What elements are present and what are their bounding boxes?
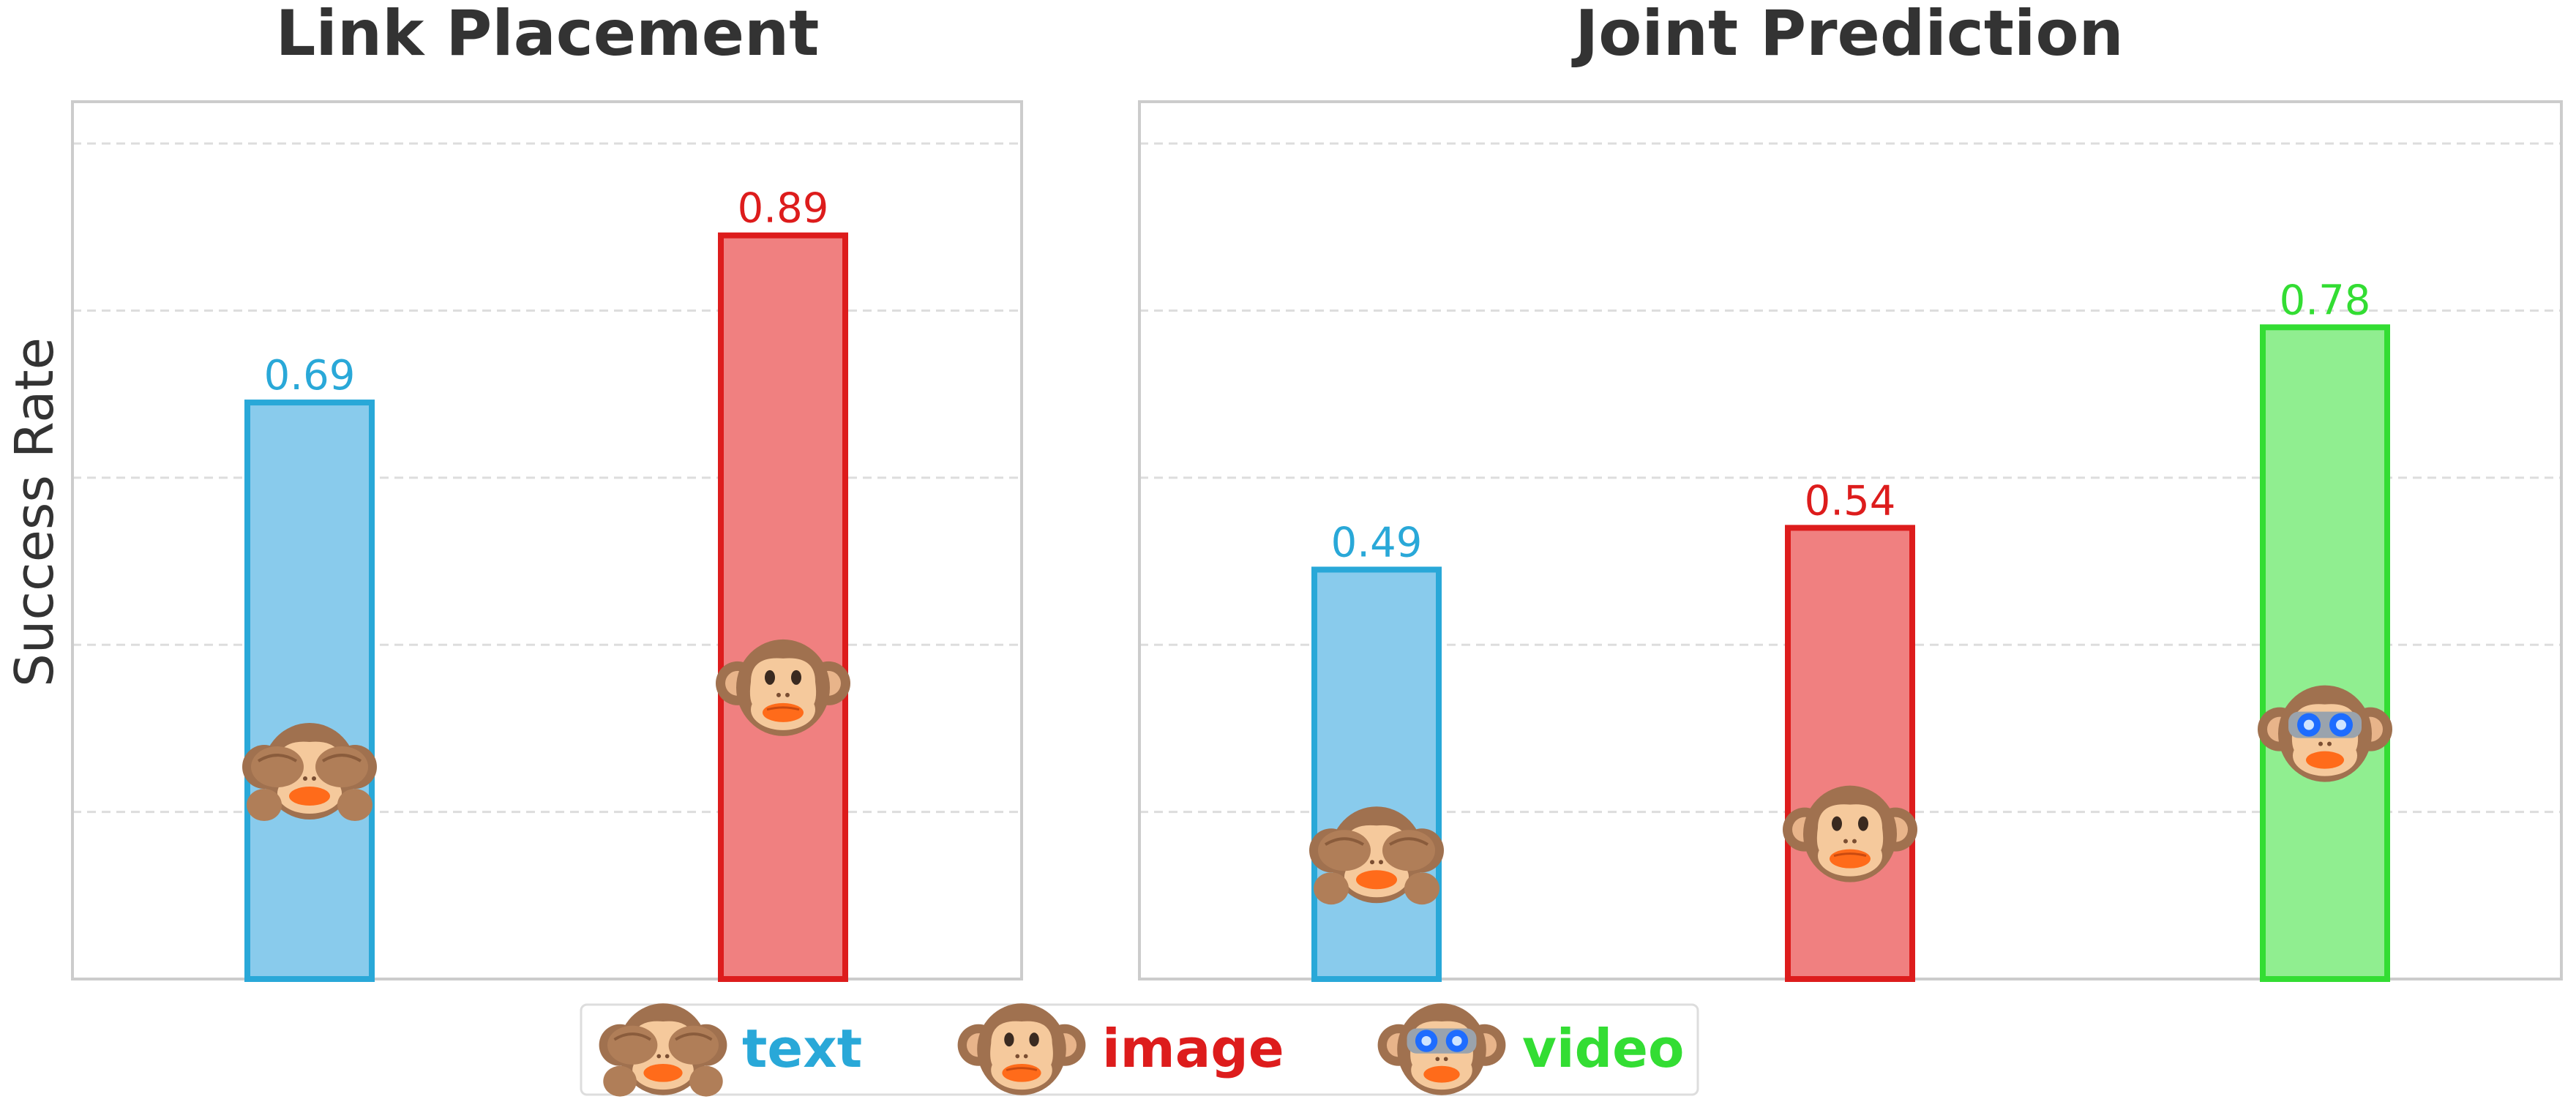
legend-item-video: video [1378, 1003, 1684, 1095]
bars: 0.49 0.54 0.78 [1309, 277, 2392, 983]
legend-label: video [1522, 1018, 1684, 1079]
bar-group-image: 0.54 [1783, 477, 1917, 982]
bar-video [2260, 324, 2390, 983]
bar-group-image: 0.89 [716, 185, 850, 982]
bar-image [718, 232, 848, 982]
y-axis-label: Success Rate [4, 337, 65, 687]
bar-image [1785, 525, 1915, 982]
bar-group-video: 0.78 [2258, 277, 2392, 983]
legend-item-text: text [599, 1003, 862, 1096]
bar-group-text: 0.49 [1309, 519, 1444, 982]
panel-title: Joint Prediction [1571, 0, 2124, 70]
legend: text image video [580, 1003, 1699, 1096]
bar-value-label: 0.54 [1805, 477, 1896, 525]
legend-label: image [1102, 1018, 1284, 1079]
bar-value-label: 0.78 [2280, 277, 2371, 324]
plot-frame [71, 100, 1023, 980]
panel-joint-prediction: Joint Prediction 0.49 0.54 0.78 [1138, 0, 2563, 983]
bar-group-text: 0.69 [242, 352, 377, 982]
bar-value-label: 0.49 [1331, 519, 1423, 566]
bar-text [1311, 566, 1442, 982]
legend-label: text [742, 1018, 862, 1079]
bar-text [244, 400, 375, 982]
gridlines [72, 142, 1022, 814]
bar-value-label: 0.89 [738, 185, 829, 233]
panel-link-placement: Link Placement 0.69 0.89 [71, 0, 1023, 982]
bars: 0.69 0.89 [242, 185, 850, 982]
bar-value-label: 0.69 [264, 352, 356, 400]
panel-title: Link Placement [276, 0, 820, 70]
legend-item-image: image [958, 1003, 1284, 1095]
